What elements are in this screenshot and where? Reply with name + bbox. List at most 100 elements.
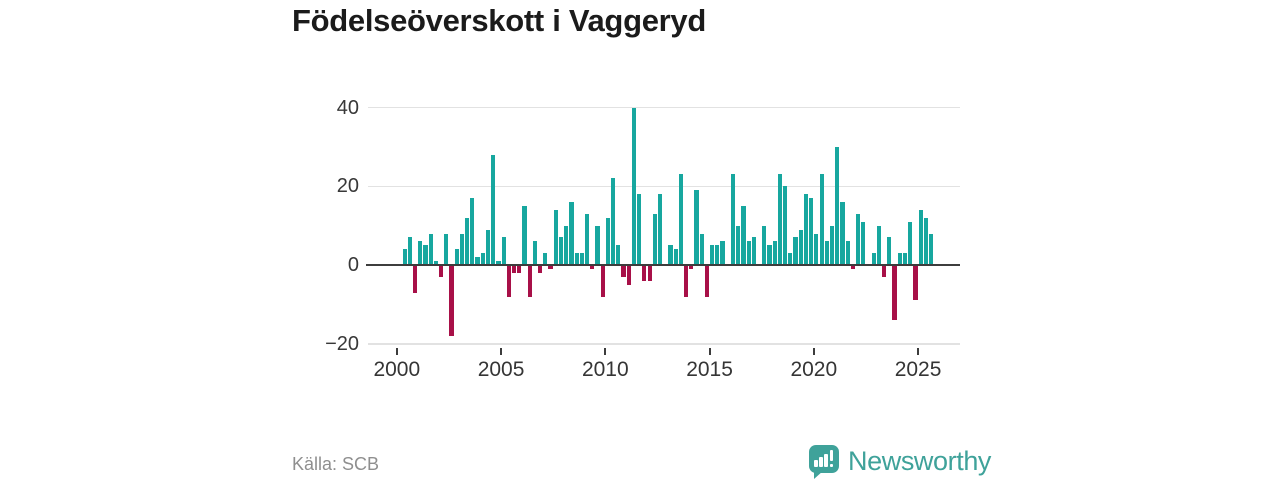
bar: [470, 198, 475, 265]
bar: [835, 146, 840, 265]
x-axis-tick: [917, 348, 920, 355]
bar: [454, 249, 459, 265]
bar: [668, 245, 673, 265]
bar: [887, 237, 892, 265]
x-axis-label: 2000: [373, 358, 421, 381]
bar: [423, 245, 428, 265]
bar: [762, 225, 767, 265]
logo-minibar-icon: [814, 460, 818, 467]
bar: [809, 198, 814, 265]
bar: [480, 253, 485, 265]
bar: [777, 174, 782, 265]
bar: [788, 253, 793, 265]
bar: [845, 241, 850, 265]
bar: [590, 265, 595, 269]
bar: [402, 249, 407, 265]
x-axis-label: 2015: [686, 358, 733, 381]
bar: [459, 233, 465, 265]
bar: [584, 213, 590, 265]
bar: [689, 265, 694, 269]
bar: [746, 241, 751, 265]
bar: [876, 225, 882, 265]
bar: [652, 213, 657, 265]
bar: [751, 237, 756, 265]
bar: [605, 217, 610, 265]
bar: [595, 225, 600, 265]
bar: [485, 229, 491, 265]
bar: [856, 213, 861, 265]
bar: [407, 237, 412, 265]
bar: [840, 202, 845, 265]
bar: [569, 202, 574, 265]
y-axis-label: −20: [325, 332, 359, 355]
bar: [553, 209, 558, 265]
bar: [814, 233, 819, 265]
bar: [793, 237, 798, 265]
y-axis-label: 20: [336, 175, 359, 198]
chart-title: Födelseöverskott i Vaggeryd: [292, 3, 706, 38]
x-axis-tick: [395, 348, 398, 355]
bar: [720, 241, 725, 265]
bar: [631, 107, 637, 265]
bar: [715, 245, 720, 265]
x-axis-label: 2025: [894, 358, 942, 381]
bar: [475, 257, 480, 265]
bar: [861, 221, 866, 265]
bar: [574, 253, 579, 265]
bar: [699, 233, 704, 265]
logo-exclamation-icon: [829, 463, 833, 467]
logo-minibar-icon: [819, 457, 823, 467]
bar: [496, 261, 501, 265]
x-axis-tick: [500, 348, 503, 355]
bar: [637, 194, 642, 265]
x-axis-tick: [604, 348, 607, 355]
logo-exclamation-icon: [829, 450, 833, 461]
source-label: Källa: SCB: [292, 454, 380, 474]
bar: [465, 217, 470, 265]
bar: [611, 178, 616, 265]
bar: [783, 186, 788, 265]
x-axis-label: 2005: [477, 358, 525, 381]
bar: [704, 265, 710, 297]
bar: [678, 174, 683, 265]
zero-axis-line: [366, 263, 960, 267]
bar: [798, 229, 803, 265]
bar: [803, 194, 809, 265]
bar: [908, 221, 913, 265]
gridline: [368, 343, 960, 345]
bar: [741, 205, 746, 265]
bar: [824, 241, 829, 265]
bar: [579, 253, 584, 265]
bar: [730, 174, 736, 265]
bar: [928, 233, 934, 265]
x-axis-tick: [708, 348, 711, 355]
bar: [564, 225, 569, 265]
bar: [772, 241, 777, 265]
bar: [558, 237, 564, 265]
gridline: [368, 185, 960, 187]
bar: [444, 233, 449, 265]
bar: [736, 225, 741, 265]
bar: [819, 174, 824, 265]
bar: [412, 265, 418, 293]
bar: [642, 265, 647, 281]
bar: [418, 241, 423, 265]
bar: [902, 253, 908, 265]
bar: [600, 265, 605, 297]
bar: [506, 265, 511, 297]
brand-name: Newsworthy: [848, 446, 992, 476]
logo-bubble-tail: [814, 471, 823, 479]
newsworthy-logo-icon: [809, 445, 841, 479]
bar: [657, 194, 663, 265]
bar: [767, 245, 772, 265]
bar: [647, 265, 652, 281]
bar: [491, 154, 496, 265]
bar: [527, 265, 532, 297]
bar: [882, 265, 887, 277]
gridline: [368, 106, 960, 109]
bar: [449, 265, 454, 336]
bar: [439, 265, 444, 277]
bar: [683, 265, 689, 297]
